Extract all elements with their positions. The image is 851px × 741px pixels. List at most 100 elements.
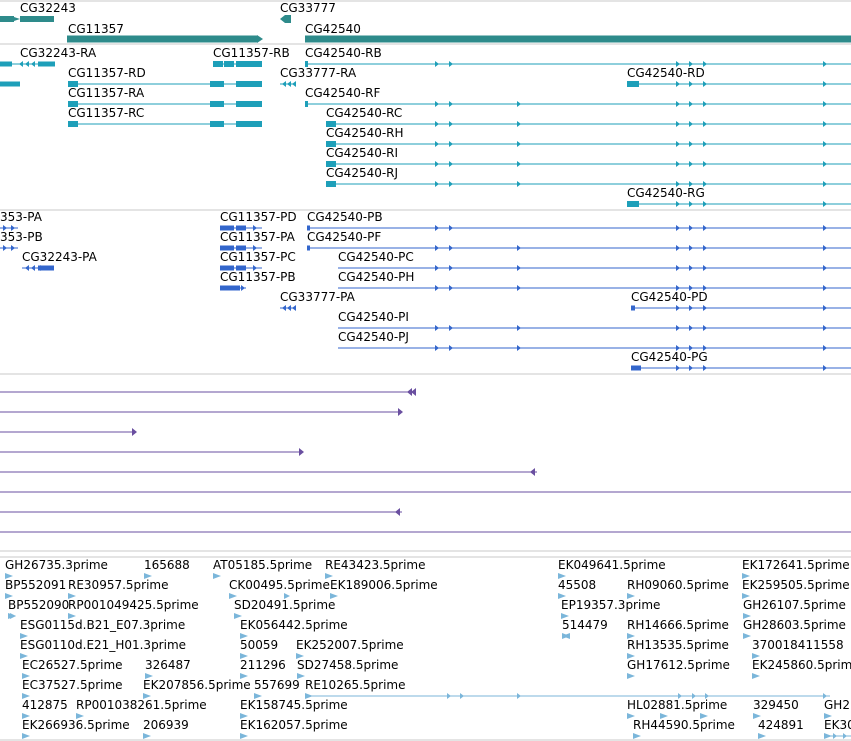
- est-feature[interactable]: [700, 713, 708, 719]
- gene-bar-cg42540[interactable]: [305, 35, 851, 43]
- est-feature[interactable]: [229, 593, 237, 599]
- protein-cg42540-pi[interactable]: [338, 325, 851, 331]
- alignment-hit[interactable]: [0, 428, 137, 436]
- protein-cg11357-pc[interactable]: [220, 265, 262, 271]
- est-feature[interactable]: [143, 693, 151, 699]
- est-feature[interactable]: [234, 613, 242, 619]
- transcript-cg11357-ra[interactable]: [68, 101, 262, 107]
- est-feature[interactable]: [20, 653, 28, 659]
- est-feature[interactable]: [753, 713, 761, 719]
- est-feature[interactable]: [752, 673, 760, 679]
- protein-cg42540-pj[interactable]: [338, 345, 851, 351]
- est-feature[interactable]: [627, 673, 635, 679]
- protein-cg42540-pd[interactable]: [631, 305, 851, 311]
- est-feature[interactable]: [68, 613, 76, 619]
- est-feature[interactable]: [143, 733, 151, 739]
- est-feature[interactable]: [5, 573, 13, 579]
- est-feature[interactable]: [145, 673, 153, 679]
- est-feature[interactable]: [743, 633, 751, 639]
- est-feature[interactable]: [627, 593, 635, 599]
- est-feature[interactable]: [633, 733, 641, 739]
- est-feature[interactable]: [213, 573, 221, 579]
- est-feature[interactable]: [240, 673, 248, 679]
- feature-label: CG11357-RB: [213, 46, 290, 60]
- est-feature[interactable]: [240, 733, 248, 739]
- est-feature[interactable]: [297, 673, 305, 679]
- transcript-cg11357-rb[interactable]: [213, 61, 262, 67]
- protein-353-pa[interactable]: [0, 225, 18, 231]
- est-feature[interactable]: [240, 653, 248, 659]
- est-feature[interactable]: [758, 733, 766, 739]
- est-feature[interactable]: [558, 593, 566, 599]
- est-feature[interactable]: [330, 593, 338, 599]
- transcript-cg11357-rd[interactable]: [68, 81, 262, 87]
- est-feature[interactable]: [562, 633, 570, 639]
- transcript-cg32243-rb[interactable]: [0, 81, 20, 87]
- est-feature[interactable]: [742, 573, 750, 579]
- feature-label: CG42540-RJ: [326, 166, 398, 180]
- est-feature[interactable]: [254, 693, 262, 699]
- protein-cg32243-pa[interactable]: [22, 265, 54, 271]
- protein-cg42540-pc[interactable]: [338, 265, 851, 271]
- alignment-hit[interactable]: [0, 448, 304, 456]
- est-feature[interactable]: [305, 693, 830, 699]
- est-feature[interactable]: [325, 573, 333, 579]
- transcript-cg42540-rd[interactable]: [627, 81, 851, 87]
- est-feature[interactable]: [627, 633, 635, 639]
- protein-cg11357-pa[interactable]: [220, 245, 262, 251]
- alignment-hit[interactable]: [0, 408, 403, 416]
- transcript-cg42540-rf[interactable]: [305, 101, 851, 107]
- transcript-cg33777-ra[interactable]: [280, 81, 296, 87]
- gene-bar-cg32243[interactable]: [0, 16, 54, 22]
- protein-cg42540-pb[interactable]: [307, 225, 851, 231]
- protein-cg33777-pa[interactable]: [280, 305, 296, 311]
- transcript-cg42540-ri[interactable]: [326, 161, 851, 167]
- feature-label: CG42540-RH: [326, 126, 404, 140]
- transcript-cg32243-ra[interactable]: [0, 61, 55, 67]
- est-feature[interactable]: [144, 573, 152, 579]
- est-feature[interactable]: [22, 693, 30, 699]
- est-feature[interactable]: [296, 653, 304, 659]
- est-feature[interactable]: [76, 713, 84, 719]
- protein-cg11357-pd[interactable]: [220, 225, 262, 231]
- gene-bar-cg33777[interactable]: [280, 15, 291, 23]
- est-feature[interactable]: [660, 713, 668, 719]
- est-feature[interactable]: [240, 633, 248, 639]
- est-feature[interactable]: [752, 653, 760, 659]
- feature-label: 514479: [562, 618, 608, 632]
- est-feature[interactable]: [20, 633, 28, 639]
- est-feature[interactable]: [627, 713, 635, 719]
- feature-label: CG32243-RA: [20, 46, 97, 60]
- transcript-cg42540-rc[interactable]: [326, 121, 851, 127]
- alignment-hit[interactable]: [0, 468, 537, 476]
- est-feature[interactable]: [561, 613, 569, 619]
- est-feature[interactable]: [824, 713, 832, 719]
- protein-353-pb[interactable]: [0, 245, 18, 251]
- transcript-cg42540-rh[interactable]: [326, 141, 851, 147]
- est-feature[interactable]: [22, 673, 30, 679]
- est-feature[interactable]: [743, 613, 751, 619]
- est-feature[interactable]: [5, 593, 13, 599]
- est-feature[interactable]: [240, 713, 248, 719]
- est-feature[interactable]: [68, 593, 76, 599]
- protein-cg42540-pf[interactable]: [307, 245, 851, 251]
- transcript-cg42540-rj[interactable]: [326, 181, 851, 187]
- est-feature[interactable]: [558, 573, 566, 579]
- transcript-cg42540-rb[interactable]: [305, 61, 851, 67]
- est-feature[interactable]: [22, 713, 30, 719]
- alignment-hit[interactable]: [0, 508, 402, 516]
- gene-bar-cg11357[interactable]: [67, 35, 263, 43]
- feature-label: CG42540-RG: [627, 186, 705, 200]
- est-feature[interactable]: [742, 593, 750, 599]
- est-feature[interactable]: [627, 653, 635, 659]
- est-feature[interactable]: [10, 613, 16, 619]
- transcript-cg42540-rg[interactable]: [627, 201, 851, 207]
- est-feature[interactable]: [22, 733, 30, 739]
- est-feature[interactable]: [284, 593, 290, 599]
- protein-cg42540-ph[interactable]: [338, 285, 851, 291]
- transcript-cg11357-rc[interactable]: [68, 121, 262, 127]
- protein-cg11357-pb[interactable]: [220, 285, 246, 291]
- alignment-hit[interactable]: [0, 388, 416, 396]
- protein-cg42540-pg[interactable]: [631, 365, 851, 371]
- est-feature[interactable]: [824, 733, 851, 739]
